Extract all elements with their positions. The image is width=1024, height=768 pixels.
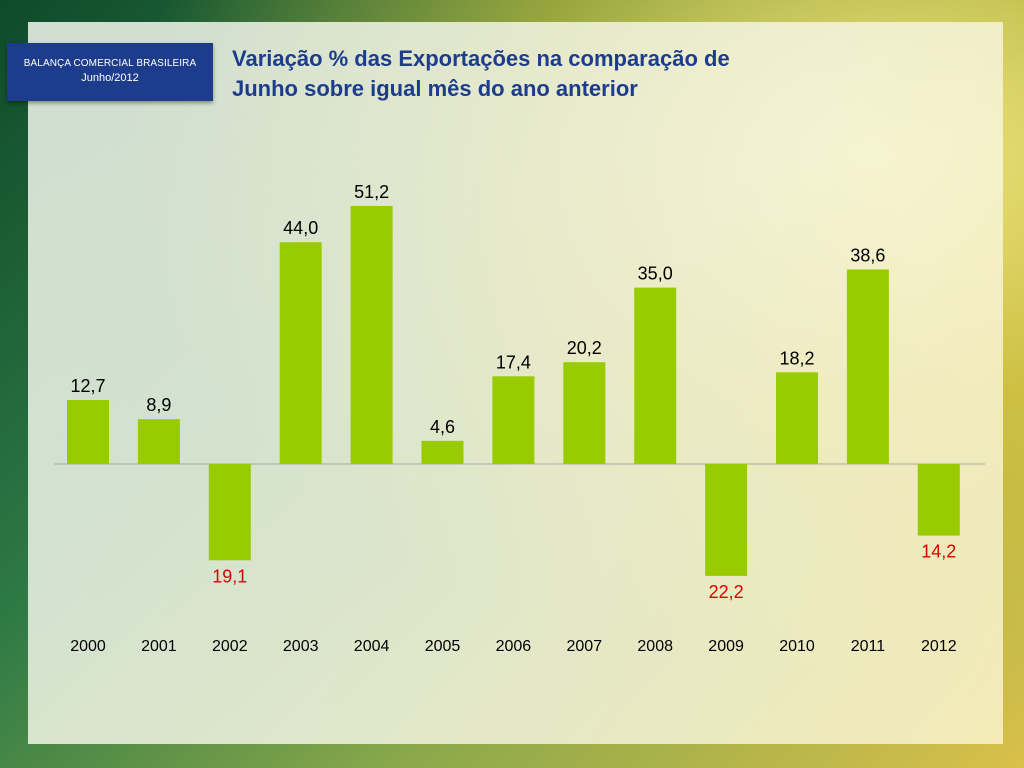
chart-title: Variação % das Exportações na comparação… xyxy=(232,44,832,104)
bar-2005 xyxy=(421,440,464,464)
data-label-2009: 22,2 xyxy=(709,582,744,602)
bar-2008 xyxy=(634,287,677,464)
data-label-2008: 35,0 xyxy=(638,264,673,284)
category-label-2002: 2002 xyxy=(212,638,248,655)
category-label-2012: 2012 xyxy=(921,638,957,655)
bar-2006 xyxy=(492,376,535,464)
category-label-2000: 2000 xyxy=(70,638,106,655)
category-label-2006: 2006 xyxy=(496,638,532,655)
chart-title-line-2: Junho sobre igual mês do ano anterior xyxy=(232,76,638,101)
category-label-2003: 2003 xyxy=(283,638,319,655)
report-badge: BALANÇA COMERCIAL BRASILEIRA Junho/2012 xyxy=(7,43,213,101)
bar-2003 xyxy=(279,242,322,464)
category-label-2001: 2001 xyxy=(141,638,177,655)
data-label-2006: 17,4 xyxy=(496,352,531,372)
data-label-2001: 8,9 xyxy=(146,395,171,415)
bar-2000 xyxy=(67,399,109,464)
badge-title: BALANÇA COMERCIAL BRASILEIRA xyxy=(23,58,197,69)
data-label-2007: 20,2 xyxy=(567,338,602,358)
category-label-2009: 2009 xyxy=(708,638,744,655)
category-label-2005: 2005 xyxy=(425,638,461,655)
bar-2004 xyxy=(350,205,393,464)
data-label-2011: 38,6 xyxy=(850,245,885,265)
bar-2011 xyxy=(846,269,889,464)
data-label-2010: 18,2 xyxy=(779,348,814,368)
data-label-2002: 19,1 xyxy=(212,566,247,586)
data-label-2012: 14,2 xyxy=(921,542,956,562)
bar-2007 xyxy=(563,362,606,464)
data-label-2000: 12,7 xyxy=(70,376,105,396)
bar-2001 xyxy=(137,419,180,464)
bar-2002 xyxy=(208,464,251,561)
data-label-2004: 51,2 xyxy=(354,182,389,202)
bar-2009 xyxy=(705,464,748,576)
bar-2012 xyxy=(917,464,960,536)
badge-period: Junho/2012 xyxy=(81,72,139,84)
data-label-2003: 44,0 xyxy=(283,218,318,238)
data-label-2005: 4,6 xyxy=(430,417,455,437)
bar-2010 xyxy=(776,372,818,464)
category-label-2010: 2010 xyxy=(779,638,815,655)
category-label-2004: 2004 xyxy=(354,638,390,655)
category-label-2008: 2008 xyxy=(637,638,673,655)
category-label-2011: 2011 xyxy=(851,638,886,655)
chart-title-line-1: Variação % das Exportações na comparação… xyxy=(232,46,730,71)
category-label-2007: 2007 xyxy=(567,638,603,655)
